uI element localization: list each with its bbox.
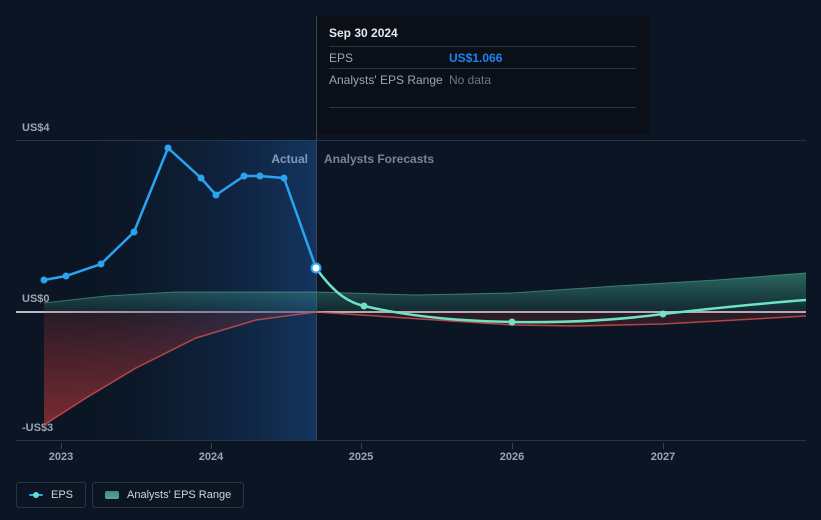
eps-point bbox=[257, 173, 264, 180]
tooltip-key: EPS bbox=[329, 51, 449, 65]
legend-swatch-icon bbox=[105, 491, 119, 499]
tooltip-row: EPS US$1.066 bbox=[329, 47, 636, 65]
legend-label: Analysts' EPS Range bbox=[127, 489, 231, 501]
tooltip-value: US$1.066 bbox=[449, 51, 502, 65]
tooltip-date: Sep 30 2024 bbox=[329, 26, 636, 47]
eps-point bbox=[131, 229, 138, 236]
x-tick bbox=[361, 443, 362, 449]
legend-item-eps[interactable]: EPS bbox=[16, 482, 86, 508]
legend: EPS Analysts' EPS Range bbox=[16, 482, 244, 508]
chart-tooltip: Sep 30 2024 EPS US$1.066 Analysts' EPS R… bbox=[315, 16, 650, 134]
eps-point bbox=[98, 261, 105, 268]
forecast-point bbox=[660, 311, 667, 318]
eps-point bbox=[281, 175, 288, 182]
gridline bbox=[16, 440, 806, 441]
eps-point bbox=[41, 277, 48, 284]
eps-point bbox=[198, 175, 205, 182]
x-tick bbox=[663, 443, 664, 449]
tooltip-value: No data bbox=[449, 73, 491, 87]
legend-swatch-icon bbox=[29, 494, 43, 496]
tooltip-separator bbox=[329, 107, 636, 108]
forecast-point bbox=[361, 303, 368, 310]
x-tick bbox=[211, 443, 212, 449]
chart-svg bbox=[16, 120, 806, 440]
x-axis-label: 2026 bbox=[500, 451, 524, 463]
eps-point bbox=[213, 192, 220, 199]
eps-hover-point bbox=[312, 264, 321, 273]
eps-point bbox=[63, 273, 70, 280]
legend-item-range[interactable]: Analysts' EPS Range bbox=[92, 482, 244, 508]
x-tick bbox=[61, 443, 62, 449]
legend-label: EPS bbox=[51, 489, 73, 501]
x-axis: 2023 2024 2025 2026 2027 bbox=[16, 443, 806, 463]
eps-forecast-chart: Sep 30 2024 EPS US$1.066 Analysts' EPS R… bbox=[0, 0, 821, 520]
x-axis-label: 2027 bbox=[651, 451, 675, 463]
x-axis-label: 2024 bbox=[199, 451, 223, 463]
x-axis-label: 2023 bbox=[49, 451, 73, 463]
eps-point bbox=[241, 173, 248, 180]
tooltip-row: Analysts' EPS Range No data bbox=[329, 69, 636, 87]
x-axis-label: 2025 bbox=[349, 451, 373, 463]
forecast-point bbox=[509, 319, 516, 326]
tooltip-key: Analysts' EPS Range bbox=[329, 73, 449, 87]
x-tick bbox=[512, 443, 513, 449]
chart-plot-area[interactable]: US$4 US$0 -US$3 Actual Analysts Forecast… bbox=[16, 120, 806, 440]
eps-point bbox=[165, 145, 172, 152]
